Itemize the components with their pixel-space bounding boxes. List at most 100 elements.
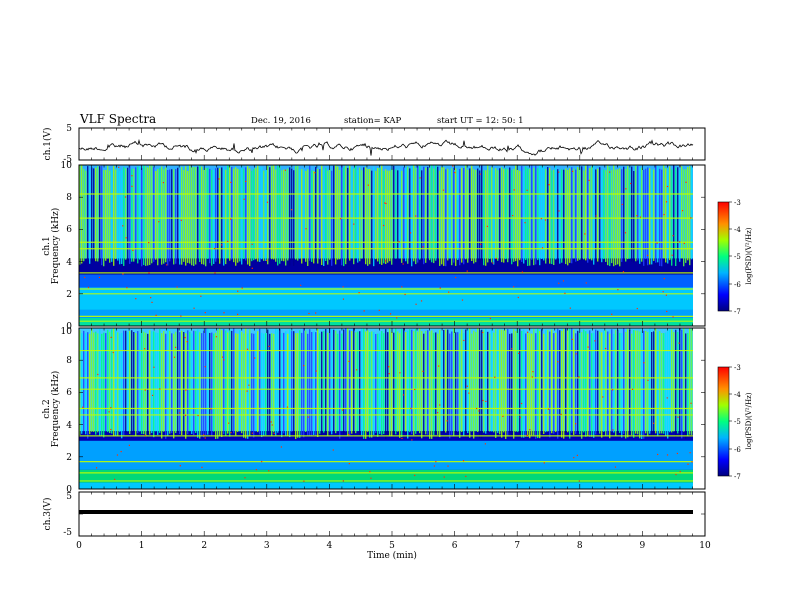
spectrogram-streak [389,170,391,262]
spectrogram-speckle [273,432,275,435]
spectrogram-streak [407,330,409,439]
spectrogram-streak [457,169,459,261]
spectrogram-streak [205,168,207,267]
ch1-freq-tick-0: 0 [66,322,72,332]
spectrogram-streak [121,169,123,264]
spectrogram-streak [175,169,177,264]
spectrogram-streak [623,328,625,434]
spectrogram-streak [383,333,385,435]
spectrogram-streak [455,332,457,435]
spectrogram-streak [241,165,243,265]
spectrogram-streak [223,167,225,266]
spectrogram-streak [599,167,601,265]
spectrogram-streak [373,166,375,267]
spectrogram-streak [595,329,597,435]
spectrogram-streak [123,166,125,266]
spectrogram-streak [219,168,221,264]
spectrogram-speckle [367,184,369,186]
spectrogram-speckle [382,224,385,227]
spectrogram-streak [651,169,653,265]
spectrogram-speckle [578,376,580,378]
spectrogram-speckle [241,287,243,289]
spectrogram-streak [681,166,683,259]
spectrogram-streak [663,165,665,259]
spectrogram-speckle [532,371,534,373]
spectrogram-speckle [689,452,691,454]
spectrogram-speckle [513,189,515,191]
spectrogram-streak [483,329,485,433]
cb2-tick-m5: -5 [734,418,741,426]
spectrogram-streak [331,329,333,435]
spectrogram-speckle [466,385,469,387]
spectrogram-speckle [452,165,454,167]
spectrogram-streak [431,165,433,263]
spectrogram-streak [479,330,481,439]
spectrogram-streak [407,166,409,264]
spectrogram-streak [393,165,395,260]
spectrogram-streak [613,333,615,433]
spectrogram-speckle [482,399,484,402]
spectrogram-speckle [179,412,181,414]
spectrogram-streak [369,168,371,265]
spectrogram-speckle [486,225,489,228]
spectrogram-speckle [666,310,668,313]
spectrogram-streak [637,166,639,261]
spectrogram-streak [313,170,315,264]
spectrogram-streak [189,165,191,264]
ch1-waveform-ylabel: ch.1(V) [42,128,53,161]
spectrogram-streak [541,165,543,260]
spectrogram-speckle [246,390,248,392]
spectrogram-streak [405,332,407,432]
spectrogram-streak [567,330,569,433]
spectrogram-streak [271,333,273,437]
spectrogram-streak [101,165,103,266]
spectrogram-streak [529,168,531,266]
spectrogram-streak [437,333,439,435]
spectrogram-streak [215,168,217,262]
spectrogram-streak [561,169,563,263]
spectrogram-streak [367,330,369,432]
spectrogram-speckle [468,392,470,394]
spectrogram-streak [577,167,579,261]
spectrogram-streak [235,333,237,436]
spectrogram-speckle [221,244,223,246]
spectrogram-streak [669,329,671,433]
spectrogram-streak [259,328,261,435]
spectrogram-streak [531,333,533,436]
spectrogram-speckle [246,348,249,350]
ch3-ytick-bottom: -5 [63,528,72,538]
spectrogram-speckle [543,462,545,464]
spectrogram-streak [451,168,453,266]
spectrogram-streak [319,169,321,260]
spectrogram-streak [187,170,189,263]
spectrogram-streak [665,168,667,263]
spectrogram-streak [127,167,129,261]
spectrogram-streak [113,328,115,437]
spectrogram-streak [389,328,391,437]
spectrogram-streak [365,167,367,265]
spectrogram-streak [155,332,157,432]
spectrogram-streak [91,328,93,432]
spectrogram-streak [639,331,641,439]
spectrogram-speckle [308,312,310,315]
spectrogram-speckle [266,259,268,261]
cb2-tick-m7: -7 [734,473,741,481]
x-tick-8: 8 [577,541,583,551]
spectrogram-streak [685,169,687,263]
spectrogram-streak [303,169,305,259]
spectrogram-streak [183,332,185,434]
spectrogram-streak [143,165,145,266]
spectrogram-streak [297,165,299,261]
spectrogram-streak [647,167,649,266]
spectrogram-speckle [691,461,693,463]
x-tick-6: 6 [452,541,458,551]
spectrogram-streak [187,330,189,435]
spectrogram-streak [263,333,265,437]
spectrogram-speckle [587,346,589,348]
spectrogram-streak [619,332,621,433]
spectrogram-streak [211,332,213,437]
spectrogram-speckle [185,389,187,391]
spectrogram-streak [197,166,199,259]
spectrogram-streak [577,330,579,432]
spectrogram-speckle [526,331,529,333]
